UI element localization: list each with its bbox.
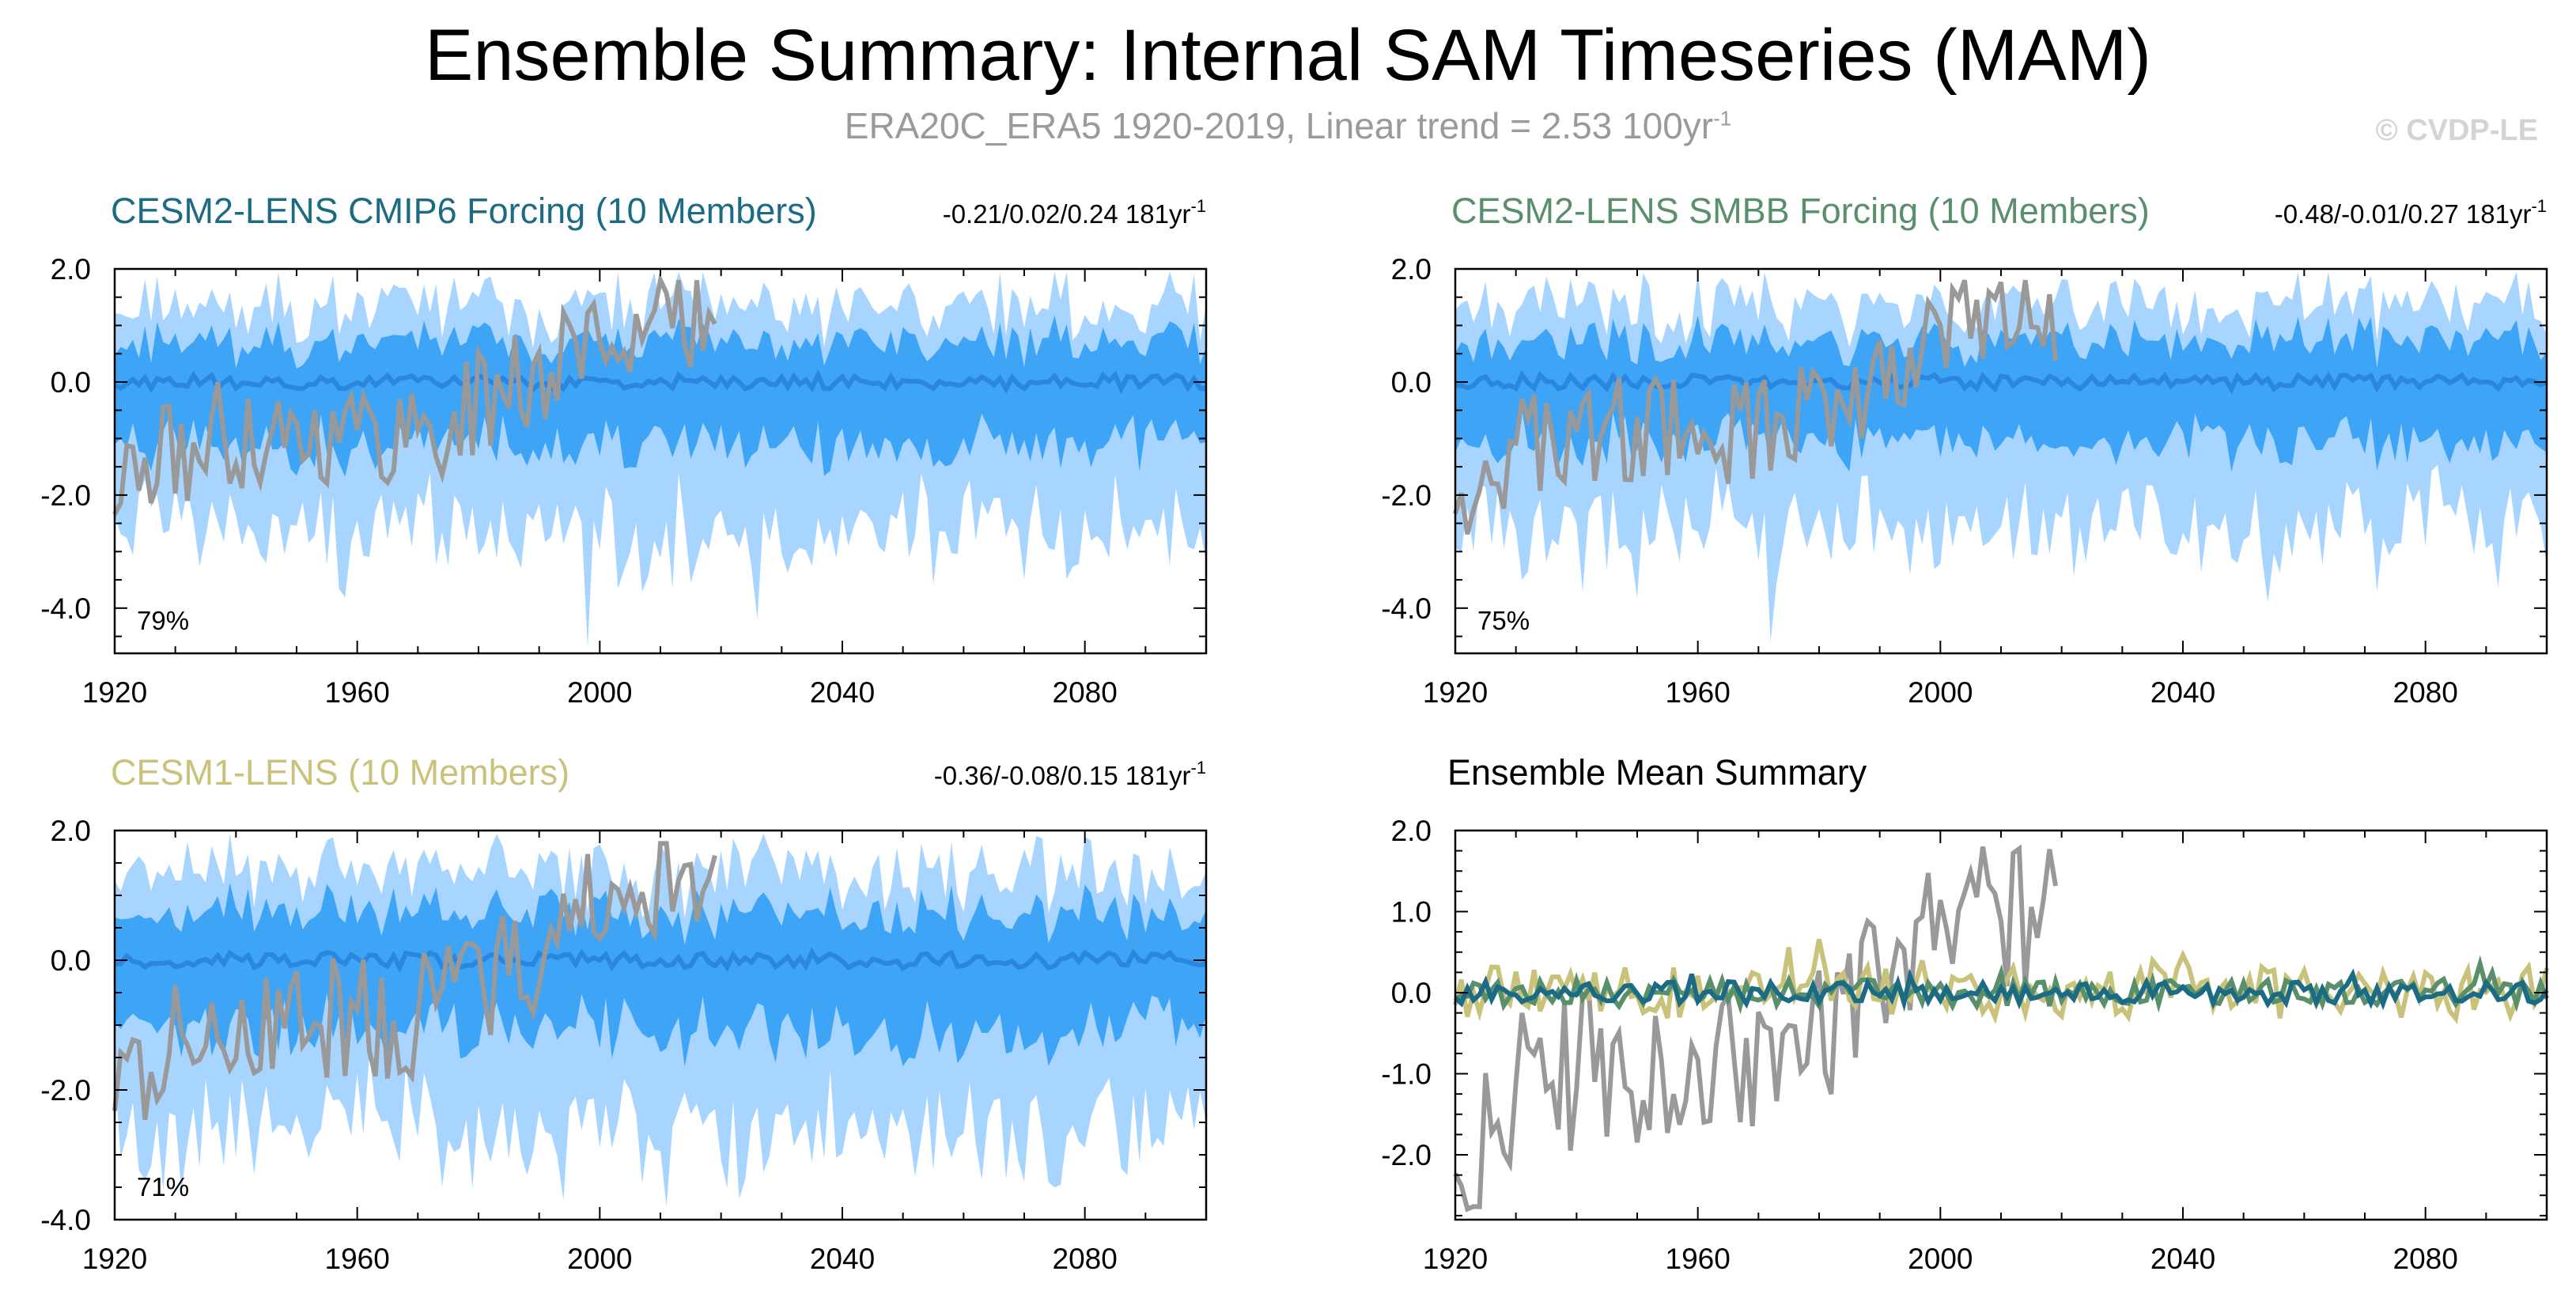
trend-label: -0.36/-0.08/0.15 181yr-1: [934, 758, 1206, 790]
trend-exponent: -1: [1190, 196, 1206, 216]
y-tick-label: -4.0: [40, 1204, 91, 1236]
y-tick-label: 0.0: [51, 944, 91, 977]
trend-label: -0.21/0.02/0.24 181yr-1: [943, 196, 1206, 229]
panel-title: CESM1-LENS (10 Members): [111, 752, 569, 793]
percent-label: 75%: [1477, 606, 1530, 635]
subtitle-text: ERA20C_ERA5 1920-2019, Linear trend = 2.…: [844, 105, 1714, 146]
y-tick-label: -2.0: [40, 479, 91, 512]
trend-label: -0.48/-0.01/0.27 181yr-1: [2275, 196, 2547, 229]
panel-title: CESM2-LENS SMBB Forcing (10 Members): [1451, 191, 2150, 231]
percent-label: 71%: [137, 1172, 189, 1201]
ensemble-inner-band: [115, 883, 1206, 1067]
y-tick-label: -4.0: [1381, 592, 1432, 625]
y-tick-label: 2.0: [51, 253, 91, 286]
trend-exponent: -1: [1190, 758, 1206, 778]
plot-frame: [1454, 829, 2548, 1221]
y-tick-label: -2.0: [40, 1074, 91, 1107]
y-tick-label: 2.0: [51, 815, 91, 847]
x-tick-label: 2080: [1053, 1243, 1118, 1275]
x-tick-label: 1960: [325, 676, 390, 709]
y-tick-label: -2.0: [1381, 1139, 1432, 1171]
trend-text: -0.48/-0.01/0.27 181yr: [2275, 199, 2532, 229]
x-tick-label: 1960: [1666, 676, 1731, 709]
obs-line: [112, 841, 717, 1121]
ensemble-mean-line: [114, 947, 1207, 974]
ensemble-inner-band: [115, 315, 1206, 477]
trend-text: -0.36/-0.08/0.15 181yr: [934, 761, 1191, 790]
y-tick-label: 0.0: [51, 366, 91, 399]
y-tick-label: 2.0: [1391, 815, 1432, 847]
y-tick-label: 0.0: [1391, 366, 1432, 399]
y-tick-label: 1.0: [1391, 896, 1432, 929]
x-tick-label: 2000: [1908, 676, 1973, 709]
x-tick-label: 2040: [2150, 1243, 2215, 1275]
series-line: [1453, 968, 2549, 1012]
page-title: Ensemble Summary: Internal SAM Timeserie…: [425, 15, 2151, 96]
x-tick-label: 1920: [82, 1243, 147, 1275]
x-tick-label: 2080: [2393, 1243, 2458, 1275]
subtitle-exponent: -1: [1713, 106, 1732, 131]
x-tick-label: 1960: [1666, 1243, 1731, 1275]
x-tick-label: 2000: [1908, 1243, 1973, 1275]
x-tick-label: 2000: [567, 1243, 632, 1275]
x-tick-label: 1960: [325, 1243, 390, 1275]
trend-exponent: -1: [2531, 196, 2547, 216]
x-tick-label: 1920: [1423, 676, 1488, 709]
x-tick-label: 1920: [82, 676, 147, 709]
percent-label: 79%: [137, 606, 189, 635]
watermark: © CVDP-LE: [2375, 114, 2538, 147]
y-tick-label: -2.0: [1381, 479, 1432, 512]
trend-text: -0.21/0.02/0.24 181yr: [943, 199, 1191, 229]
panel-title: Ensemble Mean Summary: [1447, 752, 1867, 793]
x-tick-label: 2000: [567, 676, 632, 709]
obs-line: [112, 272, 717, 516]
ensemble-mean-line: [1454, 370, 2548, 395]
y-tick-label: -4.0: [40, 592, 91, 625]
y-tick-label: -1.0: [1381, 1058, 1432, 1091]
x-tick-label: 2080: [1053, 676, 1118, 709]
x-tick-label: 2040: [2150, 676, 2215, 709]
ensemble-inner-band: [1455, 315, 2547, 472]
panel-title: CESM2-LENS CMIP6 Forcing (10 Members): [111, 191, 817, 231]
y-tick-label: 0.0: [1391, 977, 1432, 1009]
x-tick-label: 2040: [810, 676, 875, 709]
series-line: [1453, 844, 2058, 1213]
x-tick-label: 2040: [810, 1243, 875, 1275]
x-tick-label: 2080: [2393, 676, 2458, 709]
x-tick-label: 1920: [1423, 1243, 1488, 1275]
subtitle: ERA20C_ERA5 1920-2019, Linear trend = 2.…: [0, 104, 2576, 147]
obs-line: [1453, 279, 2058, 535]
y-tick-label: 2.0: [1391, 253, 1432, 286]
ensemble-mean-line: [113, 369, 1207, 395]
